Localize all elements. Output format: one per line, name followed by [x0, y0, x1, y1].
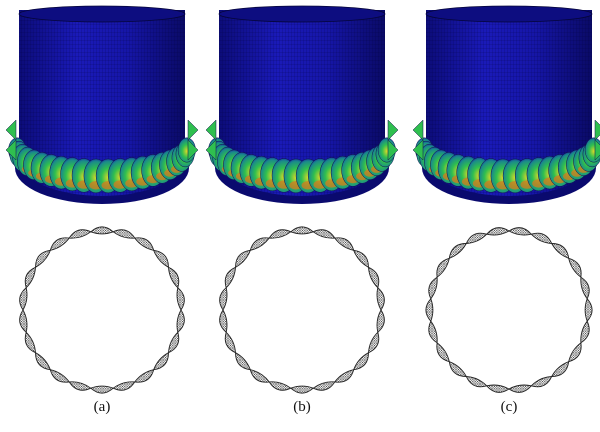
ring-lobe — [24, 266, 36, 289]
ring-lobe — [485, 227, 510, 236]
side-lobe — [387, 139, 399, 161]
ring-lobe — [376, 286, 385, 311]
ring-lobe — [425, 297, 434, 323]
ring-lobe — [353, 351, 369, 371]
ring-lobe — [235, 249, 251, 269]
ring-lobe — [268, 229, 292, 239]
side-lobe — [594, 119, 600, 141]
ring-lobe — [68, 381, 92, 391]
ring-panel-3 — [425, 227, 593, 393]
ring-lobe — [436, 257, 450, 279]
side-lobe — [594, 139, 600, 161]
ring-lobe — [289, 385, 315, 394]
ring-lobe — [353, 249, 369, 269]
ring-lobe — [19, 309, 28, 334]
ring-lobe — [312, 381, 336, 391]
ring-lobe — [112, 381, 136, 391]
ring-lobe — [550, 243, 570, 259]
ring-lobe — [485, 384, 510, 393]
ring-lobe — [35, 351, 51, 371]
cylinder-top-rim — [425, 5, 593, 23]
cylinder-panel-1 — [5, 5, 199, 204]
ring-lobe — [376, 309, 385, 334]
ring-lobe — [153, 351, 169, 371]
ring-lobe — [168, 266, 180, 289]
ring-lobe — [530, 376, 553, 388]
ring-lobe — [508, 227, 533, 236]
ring-lobe — [333, 369, 355, 383]
side-lobe — [205, 139, 217, 161]
cylinder-top-rim — [218, 5, 386, 23]
ring-lobe — [235, 351, 251, 371]
ring-lobe — [133, 369, 155, 383]
ring-lobe — [448, 361, 468, 377]
panel-label: (b) — [293, 399, 311, 415]
ring-lobe — [465, 232, 488, 244]
side-lobe — [5, 119, 17, 141]
side-lobe — [187, 119, 199, 141]
cylinder-panel-3 — [412, 5, 600, 204]
panel-label: (c) — [500, 399, 518, 415]
cylinder-top-rim — [18, 5, 186, 23]
panel-label: (a) — [93, 399, 111, 415]
ring-lobe — [35, 249, 51, 269]
ring-lobe — [176, 309, 185, 334]
ring-lobe — [584, 297, 593, 323]
ring-lobe — [268, 381, 292, 391]
side-lobe — [387, 119, 399, 141]
ring-lobe — [249, 237, 271, 251]
ring-lobe — [368, 331, 380, 354]
ring-lobe — [224, 331, 236, 354]
ring-lobe — [68, 229, 92, 239]
ring-lobe — [530, 232, 553, 244]
ring-lobe — [580, 320, 590, 344]
ring-lobe — [550, 361, 570, 377]
ring-lobe — [112, 229, 136, 239]
side-lobe — [412, 119, 424, 141]
ring-lobe — [24, 331, 36, 354]
cylinder-mesh — [19, 10, 185, 196]
ring-lobe — [89, 385, 115, 394]
ring-lobe — [465, 376, 488, 388]
ring-panel-2 — [219, 226, 385, 394]
ring-lobe — [428, 276, 438, 300]
ring-lobe — [176, 286, 185, 311]
ring-lobe — [133, 237, 155, 251]
side-lobe — [187, 139, 199, 161]
ring-lobe — [219, 286, 228, 311]
ring-lobe — [568, 341, 582, 363]
side-lobe — [205, 119, 217, 141]
ring-lobe — [312, 229, 336, 239]
ring-lobe — [568, 257, 582, 279]
ring-lobe — [49, 237, 71, 251]
ring-lobe — [289, 226, 315, 235]
ring-lobe — [219, 309, 228, 334]
ring-lobe — [249, 369, 271, 383]
ring-lobe — [436, 341, 450, 363]
cylinder-mesh — [426, 10, 592, 196]
ring-lobe — [368, 266, 380, 289]
ring-lobe — [19, 286, 28, 311]
ring-lobe — [580, 276, 590, 300]
side-lobe — [412, 139, 424, 161]
ring-lobe — [168, 331, 180, 354]
side-lobe — [5, 139, 17, 161]
cylinder-mesh — [219, 10, 385, 196]
ring-panel-1 — [19, 226, 185, 394]
ring-lobe — [428, 320, 438, 344]
cylinder-panel-2 — [205, 5, 399, 204]
ring-lobe — [49, 369, 71, 383]
ring-lobe — [89, 226, 115, 235]
ring-lobe — [224, 266, 236, 289]
ring-lobe — [153, 249, 169, 269]
ring-lobe — [448, 243, 468, 259]
ring-lobe — [508, 384, 533, 393]
ring-lobe — [333, 237, 355, 251]
